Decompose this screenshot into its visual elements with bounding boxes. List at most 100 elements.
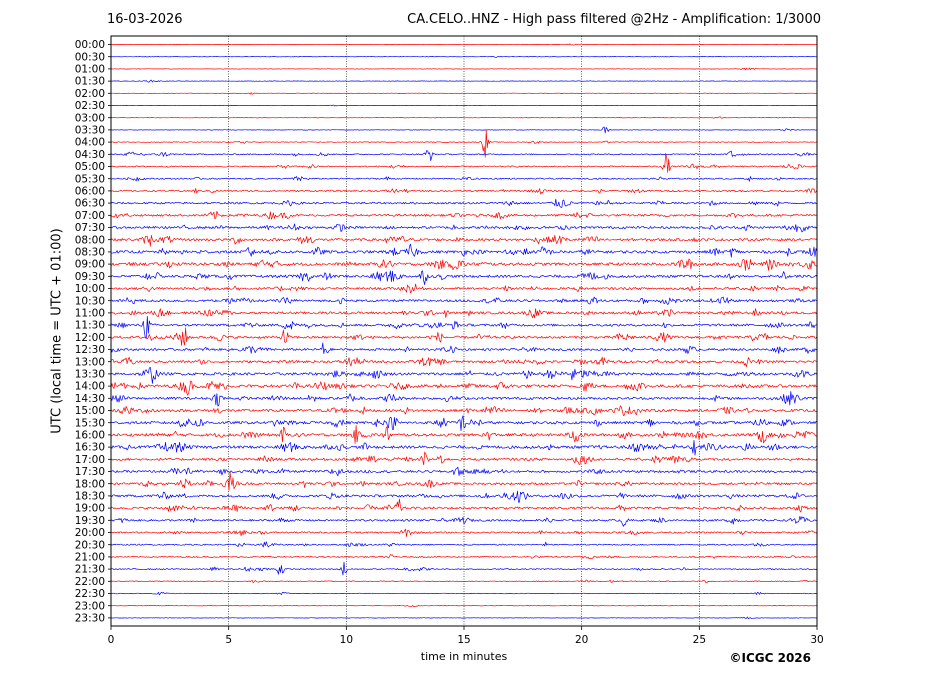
y-tick-label: 19:00	[75, 503, 105, 515]
y-tick-label: 06:00	[75, 186, 105, 198]
trace-line	[110, 604, 818, 608]
y-tick-label: 04:30	[75, 149, 105, 161]
trace-line	[110, 616, 818, 620]
trace-line	[110, 116, 818, 119]
trace-line	[110, 104, 818, 107]
y-tick-label: 13:00	[75, 356, 105, 368]
y-tick-label: 11:30	[75, 320, 105, 332]
y-tick-label: 08:00	[75, 234, 105, 246]
y-tick-label: 17:00	[75, 454, 105, 466]
trace-line	[110, 67, 818, 71]
y-tick-label: 10:00	[75, 283, 105, 295]
trace-line	[110, 210, 818, 220]
y-tick-label: 14:00	[75, 381, 105, 393]
trace-line	[110, 308, 818, 319]
chart-title: CA.CELO..HNZ - High pass filtered @2Hz -…	[407, 12, 821, 27]
y-tick-label: 03:00	[75, 112, 105, 124]
x-tick-label: 20	[575, 634, 588, 646]
y-tick-label: 23:00	[75, 600, 105, 612]
y-tick-label: 00:00	[75, 39, 105, 51]
y-tick-label: 17:30	[75, 466, 105, 478]
trace-line	[110, 296, 818, 305]
y-tick-label: 08:30	[75, 247, 105, 259]
trace-line	[110, 528, 818, 537]
y-tick-label: 22:00	[75, 576, 105, 588]
trace-line	[110, 342, 818, 354]
x-tick-label: 30	[810, 634, 823, 646]
trace-line	[110, 43, 818, 46]
y-tick-label: 05:00	[75, 161, 105, 173]
y-tick-label: 01:30	[75, 76, 105, 88]
trace-line	[110, 79, 817, 83]
y-tick-label: 03:30	[75, 125, 105, 137]
trace-line	[110, 451, 818, 466]
trace-line	[110, 198, 817, 208]
trace-line	[110, 380, 818, 396]
x-tick-label: 5	[225, 634, 232, 646]
trace-line	[110, 283, 818, 294]
trace-line	[110, 258, 818, 271]
trace-line	[110, 591, 818, 596]
trace-line	[110, 315, 818, 339]
trace-line	[110, 243, 818, 258]
trace-line	[110, 176, 818, 182]
trace-line	[110, 391, 818, 407]
y-tick-label: 19:30	[75, 515, 105, 527]
trace-line	[110, 466, 818, 477]
y-tick-label: 02:00	[75, 88, 105, 100]
y-tick-label: 15:30	[75, 417, 105, 429]
x-axis-label: time in minutes	[420, 650, 508, 663]
trace-line	[110, 223, 818, 233]
trace-line	[110, 405, 818, 416]
y-tick-label: 02:30	[75, 100, 105, 112]
trace-line	[110, 56, 817, 58]
trace-line	[110, 92, 818, 95]
y-tick-label: 18:30	[75, 491, 105, 503]
y-tick-label: 09:00	[75, 259, 105, 271]
trace-line	[110, 150, 818, 161]
x-tick-label: 15	[457, 634, 470, 646]
y-tick-label: 07:00	[75, 210, 105, 222]
y-tick-label: 16:30	[75, 442, 105, 454]
y-tick-label: 20:00	[75, 527, 105, 539]
y-tick-label: 16:00	[75, 430, 105, 442]
trace-line	[110, 129, 818, 158]
copyright-label: ©ICGC 2026	[729, 651, 811, 665]
y-tick-label: 01:00	[75, 64, 105, 76]
y-tick-label: 09:30	[75, 271, 105, 283]
y-tick-label: 06:30	[75, 198, 105, 210]
trace-line	[110, 554, 818, 560]
trace-line	[110, 234, 818, 247]
trace-line	[110, 515, 818, 527]
trace-line	[110, 439, 818, 456]
trace-line	[110, 188, 818, 195]
trace-line	[110, 425, 818, 444]
y-tick-label: 12:00	[75, 332, 105, 344]
trace-line	[110, 356, 818, 367]
y-tick-label: 05:30	[75, 173, 105, 185]
trace-line	[110, 327, 818, 346]
trace-line	[111, 126, 818, 134]
y-tick-label: 11:00	[75, 308, 105, 320]
y-tick-label: 13:30	[75, 369, 105, 381]
trace-line	[110, 498, 818, 513]
trace-line	[110, 490, 818, 503]
y-tick-label: 21:30	[75, 564, 105, 576]
y-tick-label: 04:00	[75, 137, 105, 149]
trace-line	[110, 471, 818, 491]
y-tick-label: 00:30	[75, 51, 105, 63]
trace-line	[110, 561, 818, 576]
x-tick-label: 0	[108, 634, 115, 646]
x-tick-label: 10	[340, 634, 353, 646]
trace-line	[110, 152, 818, 173]
date-label: 16-03-2026	[107, 12, 183, 27]
trace-line	[110, 366, 818, 384]
y-tick-label: 10:30	[75, 295, 105, 307]
trace-line	[110, 415, 818, 432]
y-tick-label: 22:30	[75, 588, 105, 600]
y-tick-label: 18:00	[75, 478, 105, 490]
y-tick-label: 15:00	[75, 405, 105, 417]
trace-line	[110, 579, 818, 584]
y-tick-label: 21:00	[75, 552, 105, 564]
